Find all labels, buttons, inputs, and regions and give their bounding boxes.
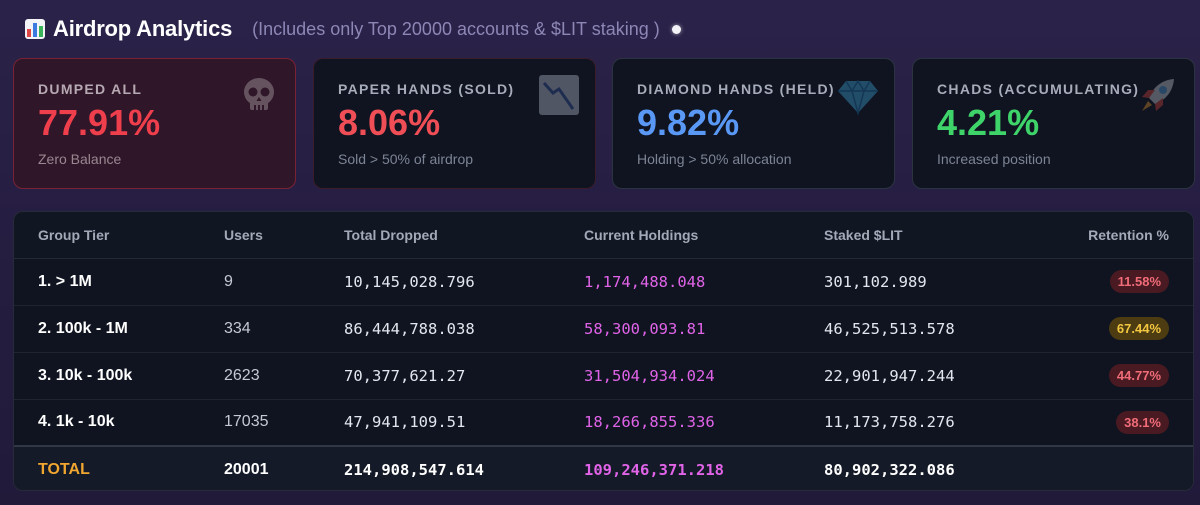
status-dot: [671, 24, 681, 34]
retention-cell: 67.44%: [1074, 305, 1193, 353]
total-staked: 80,902,322.086: [824, 445, 1074, 490]
table-header-row: Group Tier Users Total Dropped Current H…: [14, 212, 1193, 259]
staked-cell: 22,901,947.244: [824, 352, 1074, 400]
stat-card-chads: CHADS (ACCUMULATING) 4.21% Increased pos…: [912, 58, 1195, 189]
holdings-cell: 31,504,934.024: [584, 352, 824, 400]
retention-badge: 44.77%: [1108, 364, 1169, 387]
card-subtitle: Sold > 50% of airdrop: [338, 151, 474, 167]
card-label: DIAMOND HANDS (HELD): [637, 81, 835, 97]
card-value: 4.21%: [937, 102, 1040, 143]
users-cell: 2623: [224, 352, 344, 400]
total-dropped: 214,908,547.614: [344, 445, 584, 490]
card-subtitle: Holding > 50% allocation: [637, 151, 792, 167]
holdings-cell: 18,266,855.336: [584, 399, 824, 447]
tier-cell: 2. 100k - 1M: [14, 305, 224, 353]
retention-badge: 38.1%: [1116, 410, 1169, 434]
holdings-cell: 1,174,488.048: [584, 258, 824, 306]
holdings-cell: 58,300,093.81: [584, 305, 824, 353]
column-header-current-holdings: Current Holdings: [584, 212, 824, 259]
column-header-retention: Retention %: [1074, 212, 1193, 259]
column-header-group-tier: Group Tier: [14, 212, 224, 259]
table-row: 4. 1k - 10k 17035 47,941,109.51 18,266,8…: [14, 399, 1193, 447]
table-row: 3. 10k - 100k 2623 70,377,621.27 31,504,…: [14, 352, 1193, 400]
users-cell: 17035: [224, 399, 344, 447]
retention-badge: 67.44%: [1108, 317, 1169, 340]
dropped-cell: 70,377,621.27: [344, 352, 584, 400]
card-subtitle: Zero Balance: [38, 151, 122, 167]
card-value: 77.91%: [38, 102, 161, 143]
card-label: PAPER HANDS (SOLD): [338, 81, 515, 97]
column-header-users: Users: [224, 212, 344, 259]
column-header-total-dropped: Total Dropped: [344, 212, 584, 259]
retention-cell: 38.1%: [1074, 399, 1193, 447]
bar-chart-icon: [25, 19, 45, 39]
stat-card-paper-hands: PAPER HANDS (SOLD) 8.06% Sold > 50% of a…: [313, 58, 596, 189]
staked-cell: 11,173,758.276: [824, 399, 1074, 447]
users-cell: 9: [224, 258, 344, 306]
card-label: DUMPED ALL: [38, 81, 143, 97]
column-header-staked: Staked $LIT: [824, 212, 1074, 259]
retention-badge: 11.58%: [1109, 270, 1169, 293]
total-row: TOTAL 20001 214,908,547.614 109,246,371.…: [14, 445, 1193, 490]
tier-table: Group Tier Users Total Dropped Current H…: [14, 212, 1193, 490]
card-value: 9.82%: [637, 102, 740, 143]
card-label: CHADS (ACCUMULATING): [937, 81, 1140, 97]
users-cell: 334: [224, 305, 344, 353]
table-row: 2. 100k - 1M 334 86,444,788.038 58,300,0…: [14, 305, 1193, 353]
stat-cards: DUMPED ALL 77.91% Zero Balance PAPER HAN…: [13, 58, 1195, 189]
total-label: TOTAL: [14, 445, 224, 490]
tier-cell: 1. > 1M: [14, 258, 224, 306]
page-header: Airdrop Analytics (Includes only Top 200…: [25, 14, 681, 44]
total-retention-cell: [1074, 445, 1193, 490]
tier-cell: 4. 1k - 10k: [14, 399, 224, 447]
card-subtitle: Increased position: [937, 151, 1051, 167]
dropped-cell: 47,941,109.51: [344, 399, 584, 447]
dropped-cell: 10,145,028.796: [344, 258, 584, 306]
tier-table-panel: Group Tier Users Total Dropped Current H…: [13, 211, 1194, 491]
total-holdings: 109,246,371.218: [584, 445, 824, 490]
skull-icon: [244, 78, 274, 110]
rocket-icon: [1142, 79, 1174, 111]
table-row: 1. > 1M 9 10,145,028.796 1,174,488.048 3…: [14, 258, 1193, 306]
retention-cell: 11.58%: [1074, 258, 1193, 306]
chart-down-icon: [539, 75, 579, 115]
stat-card-dumped-all: DUMPED ALL 77.91% Zero Balance: [13, 58, 296, 189]
staked-cell: 301,102.989: [824, 258, 1074, 306]
staked-cell: 46,525,513.578: [824, 305, 1074, 353]
total-users: 20001: [224, 445, 344, 490]
retention-cell: 44.77%: [1074, 352, 1193, 400]
stat-card-diamond-hands: DIAMOND HANDS (HELD) 9.82% Holding > 50%…: [612, 58, 895, 189]
dropped-cell: 86,444,788.038: [344, 305, 584, 353]
tier-cell: 3. 10k - 100k: [14, 352, 224, 400]
page-subtitle: (Includes only Top 20000 accounts & $LIT…: [252, 18, 660, 39]
page-title: Airdrop Analytics: [53, 16, 233, 41]
diamond-icon: [838, 79, 878, 116]
card-value: 8.06%: [338, 102, 441, 143]
